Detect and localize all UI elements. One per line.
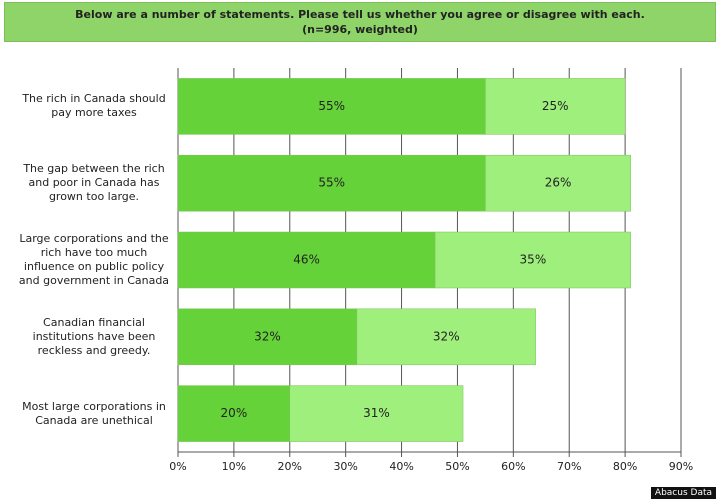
x-tick-label: 90% — [669, 460, 693, 473]
x-tick-label: 10% — [222, 460, 246, 473]
source: Abacus Data — [650, 487, 716, 499]
value-label: 35% — [520, 253, 547, 267]
x-tick-label: 80% — [613, 460, 637, 473]
bar — [485, 154, 631, 212]
x-tick-label: 70% — [557, 460, 581, 473]
bar — [485, 78, 626, 135]
y-tick-label: Large corporations and the rich have too… — [18, 232, 170, 287]
x-tick-label: 40% — [389, 460, 413, 473]
bar — [177, 308, 358, 366]
value-label: 32% — [254, 329, 281, 343]
y-tick-label: Most large corporations in Canada are un… — [22, 399, 166, 427]
x-tick-label: 60% — [501, 460, 525, 473]
value-label: 31% — [363, 406, 390, 420]
value-label: 26% — [545, 176, 572, 190]
value-label: 46% — [293, 253, 320, 267]
bar — [177, 154, 486, 212]
value-label: 20% — [221, 406, 248, 420]
y-tick-label: The gap between the rich and poor in Can… — [23, 162, 165, 204]
value-label: 25% — [542, 99, 569, 113]
y-tick-label: Canadian financial institutions have bee… — [32, 315, 156, 357]
title-box: Below are a number of statements. Please… — [4, 2, 716, 42]
bar — [177, 231, 436, 289]
x-tick-label: 20% — [278, 460, 302, 473]
value-label: 32% — [433, 329, 460, 343]
x-tick-label: 0% — [169, 460, 186, 473]
y-tick-label: The rich in Canada should pay more taxes — [22, 92, 166, 120]
bar — [177, 78, 486, 135]
value-label: 55% — [318, 176, 345, 190]
x-tick-label: 50% — [445, 460, 469, 473]
chart-subtitle: (n=996, weighted) — [302, 23, 418, 36]
bar — [289, 385, 464, 442]
bar — [177, 385, 291, 442]
value-label: 55% — [318, 99, 345, 113]
x-tick-label: 30% — [333, 460, 357, 473]
chart-title: Below are a number of statements. Please… — [75, 8, 645, 21]
bar — [356, 308, 536, 366]
bar — [434, 231, 631, 289]
